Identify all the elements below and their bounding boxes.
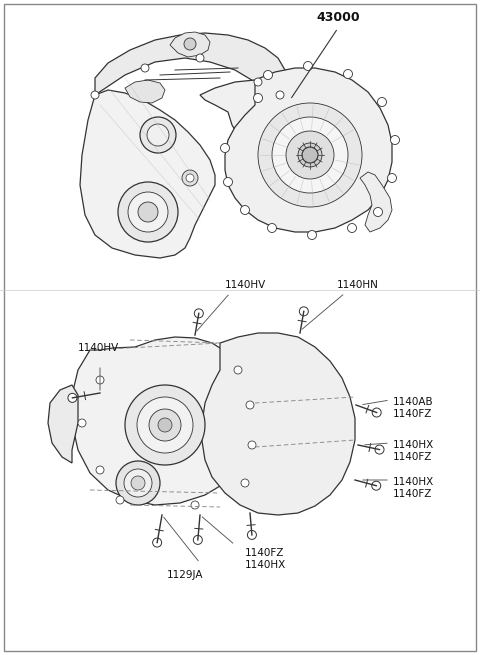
Circle shape [258, 103, 362, 207]
Circle shape [254, 78, 262, 86]
Circle shape [247, 531, 256, 540]
Circle shape [137, 397, 193, 453]
Circle shape [68, 394, 77, 402]
Circle shape [241, 479, 249, 487]
Circle shape [253, 94, 263, 102]
Circle shape [196, 54, 204, 62]
Text: 1140AB
1140FZ: 1140AB 1140FZ [393, 397, 433, 419]
Circle shape [276, 91, 284, 99]
Circle shape [372, 481, 381, 490]
Circle shape [96, 376, 104, 384]
Circle shape [240, 206, 250, 214]
Circle shape [264, 71, 273, 79]
Circle shape [78, 419, 86, 427]
Circle shape [220, 143, 229, 153]
Circle shape [186, 174, 194, 182]
Circle shape [138, 202, 158, 222]
Circle shape [246, 401, 254, 409]
Circle shape [234, 366, 242, 374]
Text: 1140HX
1140FZ: 1140HX 1140FZ [393, 477, 434, 498]
Polygon shape [125, 80, 165, 103]
Circle shape [194, 309, 204, 318]
Circle shape [131, 476, 145, 490]
Circle shape [348, 223, 357, 233]
Circle shape [302, 147, 318, 163]
Circle shape [272, 117, 348, 193]
Polygon shape [48, 385, 78, 463]
Polygon shape [72, 337, 255, 505]
Circle shape [248, 441, 256, 449]
Text: 1140HX
1140FZ: 1140HX 1140FZ [393, 440, 434, 462]
Circle shape [224, 178, 232, 187]
Circle shape [391, 136, 399, 145]
Circle shape [158, 418, 172, 432]
Circle shape [267, 223, 276, 233]
Polygon shape [80, 90, 215, 258]
Polygon shape [225, 68, 392, 232]
Text: 1140HV: 1140HV [224, 280, 265, 290]
Circle shape [140, 117, 176, 153]
Circle shape [153, 538, 162, 547]
Circle shape [344, 69, 352, 79]
Text: 1140FZ
1140HX: 1140FZ 1140HX [245, 548, 286, 570]
Circle shape [373, 208, 383, 217]
Circle shape [125, 385, 205, 465]
Circle shape [300, 307, 308, 316]
Circle shape [184, 38, 196, 50]
Circle shape [124, 469, 152, 497]
Text: 1140HN: 1140HN [337, 280, 379, 290]
Circle shape [372, 408, 381, 417]
Circle shape [375, 445, 384, 454]
Circle shape [303, 62, 312, 71]
Circle shape [128, 192, 168, 232]
Circle shape [298, 143, 322, 167]
Circle shape [147, 124, 169, 146]
Circle shape [387, 174, 396, 183]
Text: 1129JA: 1129JA [167, 570, 203, 580]
Polygon shape [170, 32, 210, 57]
Circle shape [116, 496, 124, 504]
Circle shape [377, 98, 386, 107]
Circle shape [286, 131, 334, 179]
Polygon shape [200, 80, 320, 158]
Polygon shape [95, 33, 285, 108]
Circle shape [149, 409, 181, 441]
Circle shape [182, 170, 198, 186]
Text: 1140HV: 1140HV [78, 343, 119, 353]
Circle shape [191, 501, 199, 509]
Circle shape [116, 461, 160, 505]
Circle shape [91, 91, 99, 99]
Polygon shape [202, 333, 355, 515]
Circle shape [141, 64, 149, 72]
Circle shape [193, 535, 203, 544]
Text: 43000: 43000 [316, 11, 360, 24]
Circle shape [96, 466, 104, 474]
Circle shape [118, 182, 178, 242]
Polygon shape [360, 172, 392, 232]
Circle shape [308, 231, 316, 240]
